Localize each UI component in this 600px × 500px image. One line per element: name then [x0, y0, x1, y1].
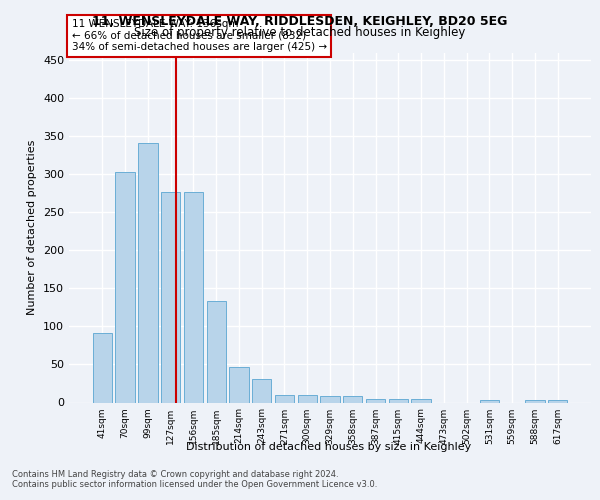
- Bar: [115, 172, 135, 402]
- Bar: [184, 192, 203, 402]
- Text: Contains public sector information licensed under the Open Government Licence v3: Contains public sector information licen…: [12, 480, 377, 489]
- Bar: [138, 143, 158, 403]
- Text: 11 WENSLEYDALE WAY: 136sqm
← 66% of detached houses are smaller (832)
34% of sem: 11 WENSLEYDALE WAY: 136sqm ← 66% of deta…: [71, 20, 327, 52]
- Text: Size of property relative to detached houses in Keighley: Size of property relative to detached ho…: [134, 26, 466, 39]
- Text: 11, WENSLEYDALE WAY, RIDDLESDEN, KEIGHLEY, BD20 5EG: 11, WENSLEYDALE WAY, RIDDLESDEN, KEIGHLE…: [92, 15, 508, 28]
- Bar: [275, 395, 294, 402]
- Bar: [161, 192, 181, 402]
- Bar: [298, 395, 317, 402]
- Bar: [412, 400, 431, 402]
- Y-axis label: Number of detached properties: Number of detached properties: [28, 140, 37, 315]
- Bar: [525, 400, 545, 402]
- Bar: [206, 302, 226, 402]
- Bar: [366, 400, 385, 402]
- Text: Distribution of detached houses by size in Keighley: Distribution of detached houses by size …: [186, 442, 472, 452]
- Bar: [229, 366, 248, 402]
- Bar: [320, 396, 340, 402]
- Bar: [548, 400, 567, 402]
- Bar: [479, 400, 499, 402]
- Bar: [93, 332, 112, 402]
- Bar: [252, 379, 271, 402]
- Bar: [389, 400, 408, 402]
- Bar: [343, 396, 362, 402]
- Text: Contains HM Land Registry data © Crown copyright and database right 2024.: Contains HM Land Registry data © Crown c…: [12, 470, 338, 479]
